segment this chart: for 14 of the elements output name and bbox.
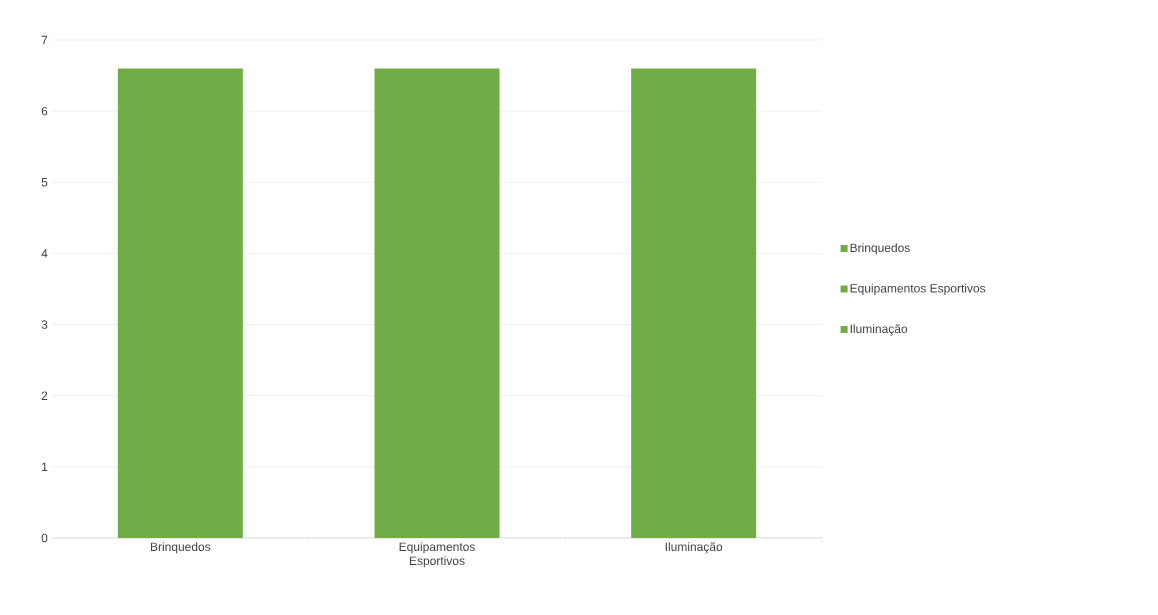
- y-tick-label: 5: [41, 178, 48, 187]
- y-tick-label: 0: [41, 533, 48, 543]
- y-tick-label: 4: [41, 249, 48, 258]
- y-tick-label: 3: [41, 320, 48, 329]
- legend-label: Iluminação: [850, 324, 908, 336]
- x-tick-label: Equipamentos Esportivos: [399, 542, 475, 568]
- x-tick-label: Iluminação: [665, 542, 723, 554]
- y-tick-label: 6: [41, 106, 48, 116]
- legend-label: Brinquedos: [850, 243, 910, 255]
- y-tick-label: 1: [42, 462, 48, 471]
- legend-label: Equipamentos Esportivos: [850, 283, 986, 295]
- y-tick-label: 7: [41, 35, 48, 45]
- y-tick-label: 2: [41, 391, 48, 400]
- x-tick-label: Brinquedos: [150, 542, 211, 554]
